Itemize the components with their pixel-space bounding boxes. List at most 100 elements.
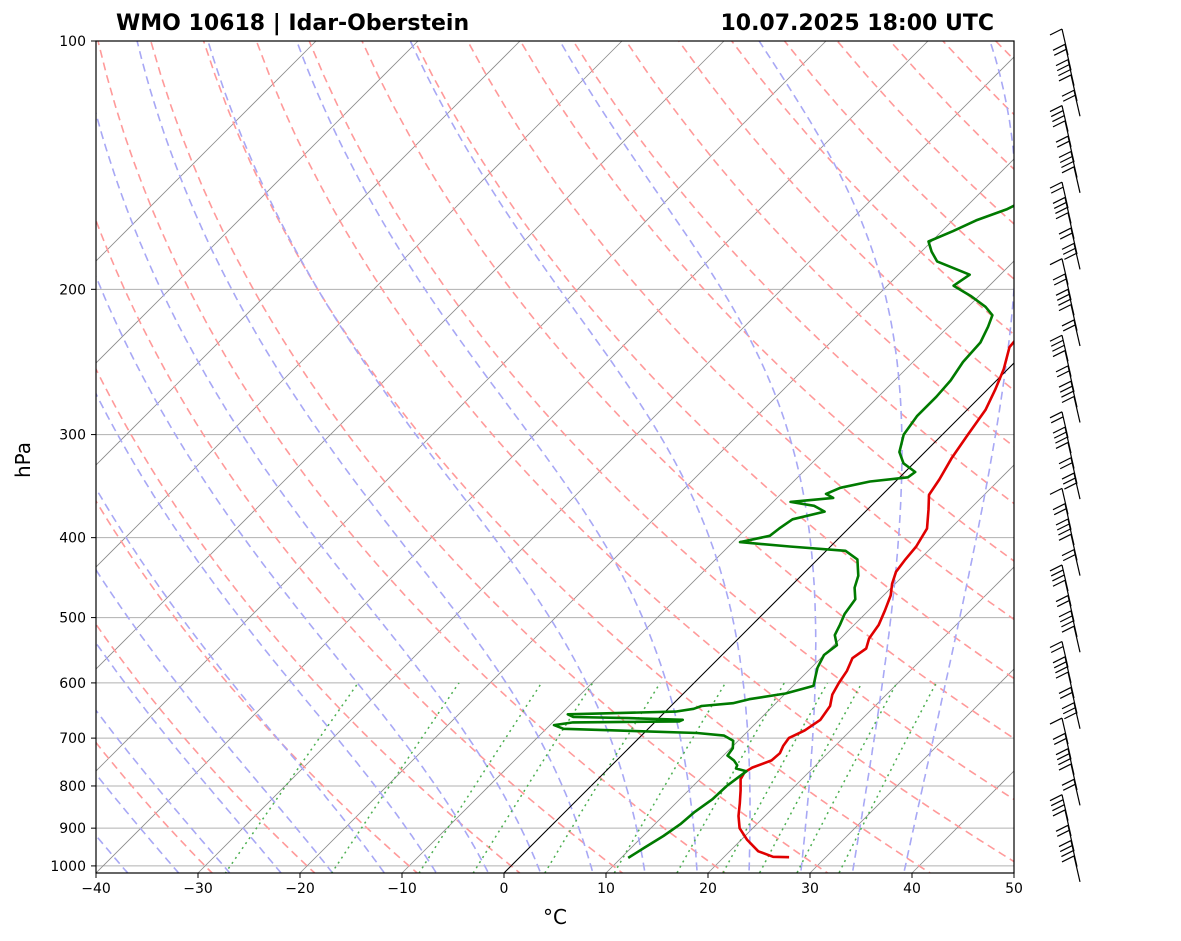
wind-barb <box>1052 196 1072 224</box>
mixing-ratio-line <box>722 682 829 873</box>
isotherm-line <box>96 41 725 670</box>
x-tick-label: 10 <box>597 881 615 897</box>
y-tick-label: 400 <box>59 531 86 547</box>
y-tick-label: 500 <box>59 611 86 627</box>
x-tick-label: 20 <box>699 881 717 897</box>
wind-barb <box>1061 395 1081 423</box>
dry-adiabat <box>202 41 932 873</box>
moist-adiabat <box>96 568 334 873</box>
dry-adiabat <box>97 41 727 873</box>
isotherm-line <box>299 158 1014 873</box>
dry-adiabat <box>414 41 1014 680</box>
moist-adiabat <box>295 41 698 873</box>
y-tick-label: 100 <box>59 34 86 50</box>
sounding-profiles <box>552 204 1014 859</box>
mixing-ratio-line <box>758 682 863 873</box>
dewpoint-profile <box>552 204 1014 859</box>
temperature-profile <box>737 339 1014 859</box>
x-tick-label: 50 <box>1005 881 1023 897</box>
isotherm-line <box>96 41 317 262</box>
mixing-ratio-line <box>418 682 543 873</box>
moist-adiabat <box>96 110 542 873</box>
moist-adiabat <box>409 41 751 873</box>
dry-adiabat <box>625 41 1014 448</box>
x-tick-label: −40 <box>81 881 111 897</box>
isotherm-line <box>401 260 1014 873</box>
dry-adiabat <box>519 41 1014 563</box>
dry-adiabat <box>96 623 316 873</box>
zero-degree-isotherm <box>503 362 1014 873</box>
isotherm-line <box>96 41 521 466</box>
dry-adiabat <box>150 41 830 873</box>
wind-barb <box>1061 89 1081 117</box>
wind-barb <box>1061 778 1081 806</box>
x-tick-label: −10 <box>387 881 417 897</box>
moist-adiabat <box>758 41 903 873</box>
x-tick-label: −20 <box>285 881 315 897</box>
isotherm-line <box>809 668 1014 873</box>
x-axis-ticks: −40 −30 −20 −10 0 10 20 30 40 50 <box>81 873 1023 897</box>
x-tick-label: 0 <box>500 881 509 897</box>
mixing-ratio-line <box>676 682 785 873</box>
y-tick-label: 900 <box>59 821 86 837</box>
isotherm-line <box>605 464 1014 873</box>
isotherm-line <box>96 41 623 568</box>
moist-adiabat <box>902 41 1014 873</box>
isotherm-line <box>96 41 419 364</box>
dry-adiabat <box>255 41 1014 863</box>
wind-barb <box>1061 472 1081 500</box>
y-axis-ticks: 1000 900 800 700 600 500 400 300 200 100 <box>50 34 96 875</box>
wind-barb <box>1061 549 1081 576</box>
dry-adiabat <box>96 218 624 873</box>
dry-adiabat <box>308 41 1014 801</box>
x-tick-label: 40 <box>903 881 921 897</box>
y-tick-label: 600 <box>59 676 86 692</box>
moist-adiabat <box>207 41 646 873</box>
moist-adiabat <box>96 274 490 873</box>
mixing-ratio-line <box>330 682 460 873</box>
wind-barb <box>1061 702 1081 729</box>
dry-adiabat <box>96 741 214 873</box>
mixing-ratio-line <box>224 682 359 873</box>
mixing-ratio-line <box>838 682 937 873</box>
wind-barb <box>1061 319 1081 347</box>
moist-adiabat <box>96 641 283 873</box>
y-tick-label: 800 <box>59 779 86 795</box>
mixing-ratio-line <box>796 682 898 873</box>
y-tick-label: 200 <box>59 282 86 298</box>
moist-adiabat <box>136 41 594 873</box>
moist-adiabats <box>96 41 1014 873</box>
mixing-ratio-line <box>543 682 661 873</box>
moist-adiabat <box>559 41 817 873</box>
mixing-ratio-lines <box>224 682 937 873</box>
y-tick-label: 700 <box>59 731 86 747</box>
dry-adiabat <box>572 41 1014 505</box>
y-tick-label: 1000 <box>50 859 86 875</box>
wind-barbs <box>1049 28 1081 883</box>
wind-barb <box>1061 166 1081 193</box>
moist-adiabat <box>96 486 386 873</box>
mixing-ratio-line <box>472 682 594 873</box>
wind-barb <box>1061 242 1081 270</box>
chart-title-datetime: 10.07.2025 18:00 UTC <box>720 11 994 36</box>
plot-frame <box>95 40 1015 874</box>
dry-adiabat <box>96 499 419 873</box>
isotherm-line <box>707 566 1014 873</box>
wind-barb <box>1061 855 1081 883</box>
wind-barb <box>1052 656 1072 683</box>
dry-adiabat <box>361 41 1014 740</box>
plot-area <box>96 41 1014 873</box>
x-tick-label: 30 <box>801 881 819 897</box>
mixing-ratio-line <box>613 682 727 873</box>
dry-adiabat <box>96 367 522 873</box>
isotherm-line <box>96 41 827 772</box>
x-axis-label: °C <box>543 905 567 929</box>
moist-adiabat <box>96 391 438 873</box>
y-axis-label: hPa <box>11 442 35 478</box>
y-tick-label: 300 <box>59 428 86 444</box>
dry-adiabats <box>96 41 1014 873</box>
isotherm-line <box>197 56 1014 873</box>
x-tick-label: −30 <box>183 881 213 897</box>
chart-title-station: WMO 10618 | Idar-Oberstein <box>116 11 469 36</box>
